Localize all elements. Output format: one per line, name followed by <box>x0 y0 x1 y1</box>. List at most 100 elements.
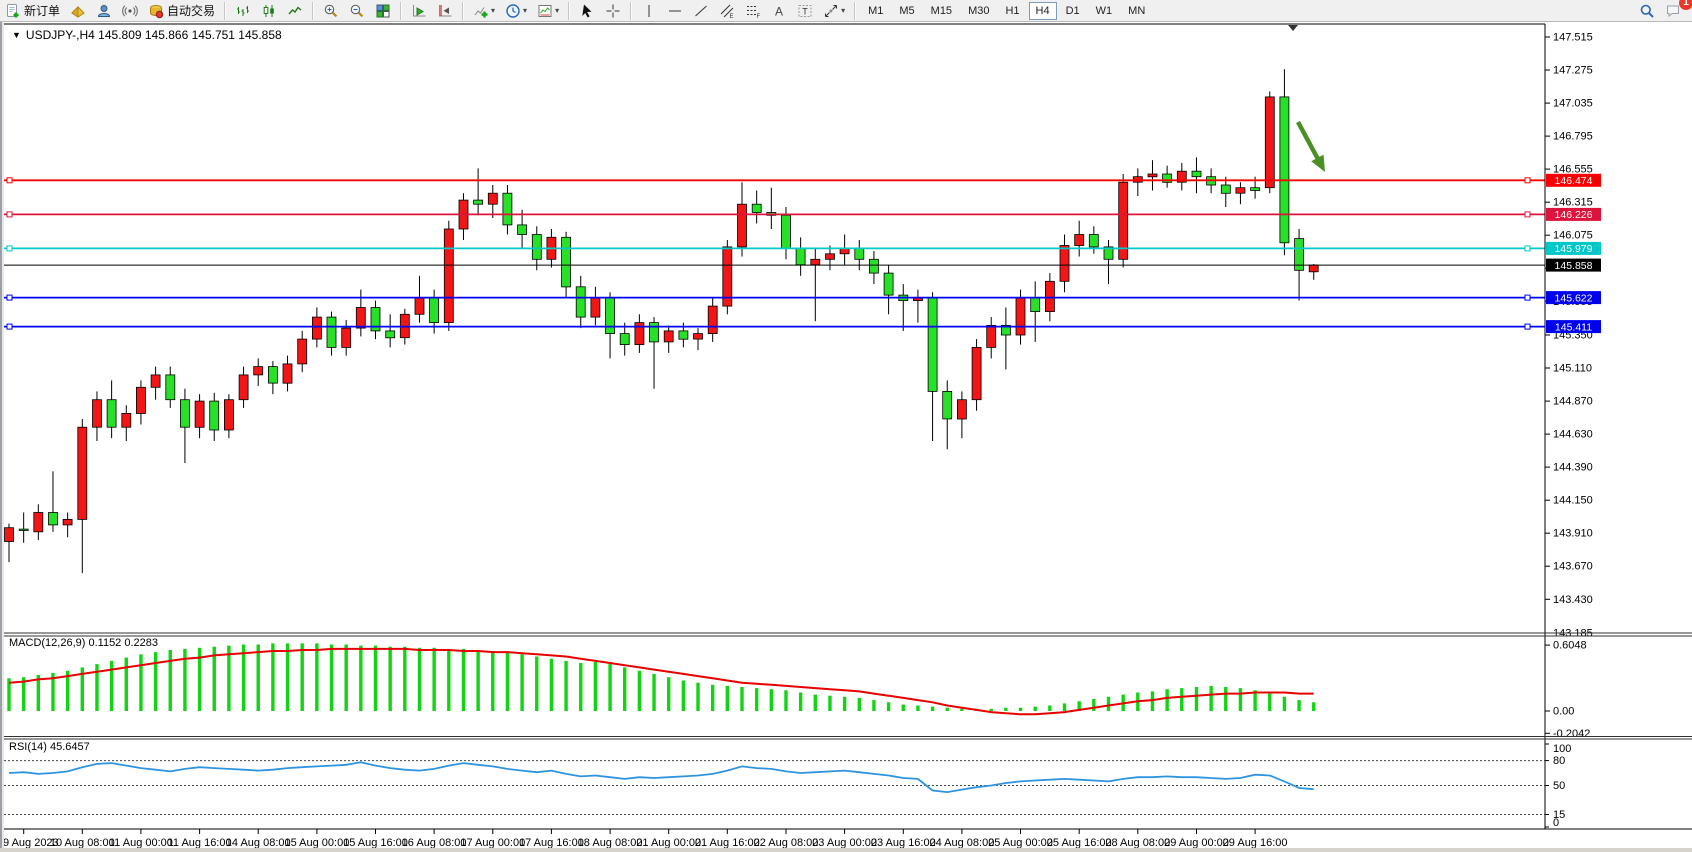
timeframe-button-w1[interactable]: W1 <box>1095 4 1113 17</box>
price-tag-label: 146.226 <box>1555 209 1593 221</box>
text-button[interactable]: A <box>767 0 791 22</box>
periods-button[interactable]: ▾ <box>501 0 531 22</box>
price-tick-label: 146.315 <box>1553 197 1593 209</box>
new-order-button[interactable]: 新订单 <box>1 0 64 22</box>
line-handle[interactable] <box>1524 177 1531 184</box>
candle <box>92 391 102 441</box>
horizontal-line-146.226[interactable] <box>4 211 1545 218</box>
candle <box>326 311 337 356</box>
timeframe-button-h1[interactable]: H1 <box>1005 4 1020 17</box>
panel-separator[interactable] <box>0 736 1692 740</box>
toolbar-button-label: 新订单 <box>24 4 61 18</box>
price-tick-label: 147.035 <box>1553 98 1593 110</box>
rsi-axis-label: 0 <box>1553 817 1559 829</box>
price-tick-label: 143.430 <box>1553 594 1593 606</box>
candle <box>502 185 513 235</box>
candle <box>473 168 484 216</box>
time-tick-label: 17 Aug 00:00 <box>460 837 525 849</box>
horizontal-line-145.622[interactable] <box>4 294 1545 301</box>
line-handle[interactable] <box>6 245 13 252</box>
market-watch-button[interactable] <box>92 0 116 22</box>
candle <box>4 523 14 563</box>
time-tick-label: 16 Aug 08:00 <box>402 837 467 849</box>
channel-button[interactable]: E <box>715 0 739 22</box>
chat-icon <box>1665 3 1681 19</box>
line-handle[interactable] <box>6 323 13 330</box>
autoscroll-button[interactable] <box>407 0 431 22</box>
bar-chart-button[interactable] <box>231 0 255 22</box>
timeframe-button-m1[interactable]: M1 <box>868 4 884 17</box>
candle <box>253 358 264 386</box>
autotrading-button[interactable]: 自动交易 <box>144 0 219 22</box>
price-tick-label: 146.795 <box>1553 131 1593 143</box>
vline-icon <box>641 3 657 19</box>
candles-chart-icon <box>261 3 277 19</box>
line-handle[interactable] <box>6 294 13 301</box>
chart-menu-triangle-icon[interactable]: ▼ <box>12 30 21 40</box>
candle <box>575 275 586 329</box>
indicators-button[interactable]: ▾ <box>469 0 499 22</box>
history-center-button[interactable] <box>66 0 90 22</box>
time-tick-label: 29 Aug 16:00 <box>1223 837 1288 849</box>
cursor-button[interactable] <box>575 0 599 22</box>
chart-shift-icon <box>437 3 453 19</box>
market-watch-icon <box>96 3 112 19</box>
hline-button[interactable] <box>663 0 687 22</box>
horizontal-line-146.474[interactable] <box>4 177 1545 184</box>
chart-shift-button[interactable] <box>433 0 457 22</box>
chat-button[interactable] <box>1661 0 1685 22</box>
shapes-icon <box>823 3 839 19</box>
line-chart-button[interactable] <box>283 0 307 22</box>
candle <box>1147 160 1158 191</box>
horizontal-line-145.979[interactable] <box>4 245 1545 252</box>
label-button[interactable]: T <box>793 0 817 22</box>
price-tag: 145.411 <box>1546 320 1601 333</box>
timeframe-button-mn[interactable]: MN <box>1128 4 1146 17</box>
line-handle[interactable] <box>1524 323 1531 330</box>
zoom-out-button[interactable] <box>345 0 369 22</box>
rsi-axis-label: 80 <box>1553 755 1565 767</box>
timeframe-button-m15[interactable]: M15 <box>930 4 953 17</box>
time-tick-label: 23 Aug 00:00 <box>812 837 877 849</box>
candle <box>693 328 703 351</box>
tile-windows-button[interactable] <box>371 0 395 22</box>
indicators-icon <box>473 3 489 19</box>
vline-button[interactable] <box>637 0 661 22</box>
line-handle[interactable] <box>1524 211 1531 218</box>
candle <box>663 325 674 353</box>
candle <box>649 317 659 389</box>
toolbar-separator <box>312 1 315 20</box>
candle <box>238 366 249 408</box>
shapes-button[interactable]: ▾ <box>819 0 849 22</box>
fibonacci-button[interactable]: F <box>741 0 765 22</box>
crosshair-button[interactable] <box>601 0 625 22</box>
timeframe-button-m5[interactable]: M5 <box>899 4 915 17</box>
zoom-out-icon <box>349 3 365 19</box>
time-tick-label: 22 Aug 08:00 <box>754 837 819 849</box>
trend-arrow-annotation[interactable] <box>1296 120 1325 172</box>
signals-button[interactable] <box>118 0 142 22</box>
timeframe-button-d1[interactable]: D1 <box>1065 4 1080 17</box>
templates-button[interactable]: ▾ <box>533 0 563 22</box>
trendline-icon <box>693 3 709 19</box>
tile-windows-icon <box>375 3 391 19</box>
timeframe-button-m30[interactable]: M30 <box>968 4 990 17</box>
zoom-in-button[interactable] <box>319 0 343 22</box>
chart-shift-marker[interactable] <box>1288 25 1298 31</box>
price-tick-label: 144.630 <box>1553 429 1593 441</box>
panel-separator[interactable] <box>0 632 1692 637</box>
line-handle[interactable] <box>6 177 13 184</box>
trendline-button[interactable] <box>689 0 713 22</box>
line-handle[interactable] <box>1524 245 1531 252</box>
line-handle[interactable] <box>6 211 13 218</box>
price-tag: 145.858 <box>1546 258 1601 272</box>
price-tag: 145.979 <box>1546 241 1601 255</box>
candle-chart-button[interactable] <box>257 0 281 22</box>
timeframe-button-h4[interactable]: H4 <box>1028 1 1057 20</box>
price-tag-label: 145.411 <box>1555 321 1592 333</box>
candle <box>77 419 88 574</box>
search-button[interactable] <box>1635 0 1659 22</box>
line-handle[interactable] <box>1524 294 1531 301</box>
time-tick-label: 18 Aug 08:00 <box>578 837 643 849</box>
horizontal-line-145.411[interactable] <box>4 323 1545 330</box>
